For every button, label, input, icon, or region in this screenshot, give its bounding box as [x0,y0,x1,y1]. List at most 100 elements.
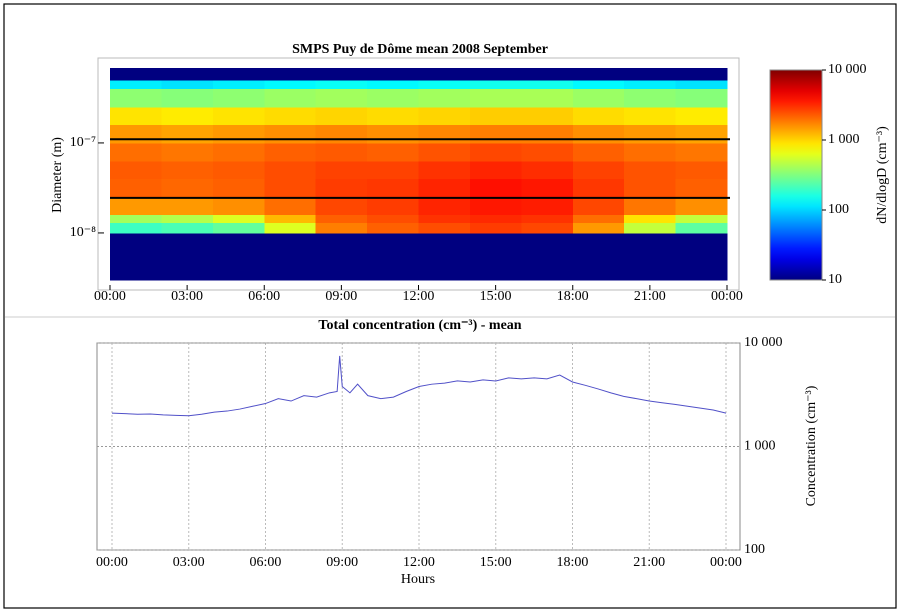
heat-cell [212,124,265,144]
heat-cell [572,214,625,224]
heat-cell [161,222,214,234]
heat-cell [469,80,522,90]
heat-cell [161,68,214,81]
heat-cell [418,160,471,180]
heat-cell [367,68,419,81]
heat-cell [675,80,728,90]
heat-cell [161,80,214,90]
heat-cell [624,142,677,162]
heat-cell [212,232,265,281]
x-tick-label: 00:00 [96,555,128,570]
heat-cell [521,178,574,198]
heat-cell [521,222,574,234]
heat-cell [418,197,471,216]
x-tick-label: 03:00 [171,289,203,304]
heat-cell [315,197,368,216]
heat-cell [418,142,471,162]
heat-cell [110,178,162,198]
line-series [111,355,727,417]
heat-cell [572,88,625,108]
heat-cell [469,197,522,216]
heat-cell [212,197,265,216]
x-tick-label: 15:00 [480,555,512,570]
heat-cell [110,197,162,216]
heat-cell [110,160,162,180]
heat-cell [161,160,214,180]
heat-cell [264,80,317,90]
heat-cell [521,124,574,144]
heat-cell [264,178,317,198]
x-tick-label: 00:00 [94,289,126,304]
heat-cell [418,222,471,234]
heat-cell [264,232,317,281]
heat-cell [572,68,625,81]
heat-cell [675,88,728,108]
heat-cell [675,214,728,224]
heat-cell [161,197,214,216]
colorbar-tick-label: 10 000 [828,62,867,77]
heat-cell [675,124,728,144]
heat-cell [161,178,214,198]
x-tick-label: 12:00 [403,289,435,304]
x-tick-label: 06:00 [250,555,282,570]
heat-cell [675,107,728,126]
heat-cell [624,160,677,180]
x-tick-label: 09:00 [326,555,358,570]
colorbar-label: dN/dlogD (cm⁻³) [875,126,890,224]
heat-cell [264,107,317,126]
x-tick-label: 00:00 [711,289,743,304]
x-tick-label: 21:00 [633,555,665,570]
heat-cell [624,214,677,224]
heatmap-title: SMPS Puy de Dôme mean 2008 September [292,42,548,57]
heat-cell [367,214,419,224]
heat-cell [469,160,522,180]
y-axis-label: Diameter (m) [50,137,65,213]
heat-cell [572,160,625,180]
heat-cell [572,197,625,216]
heat-cell [315,88,368,108]
heat-cell [110,214,162,224]
heat-cell [212,178,265,198]
heat-cell [469,107,522,126]
heat-cell [675,197,728,216]
heat-cell [469,88,522,108]
heat-cell [418,107,471,126]
heat-cell [675,232,728,281]
heat-cell [469,214,522,224]
heat-cell [212,107,265,126]
heat-cell [624,68,677,81]
heat-cell [469,178,522,198]
heat-cell [315,178,368,198]
x-tick-label: 18:00 [557,289,589,304]
heat-cell [315,222,368,234]
heat-cell [521,197,574,216]
heat-cell [572,80,625,90]
x-tick-label: 21:00 [634,289,666,304]
heat-cell [469,142,522,162]
heat-cell [572,142,625,162]
heat-cell [572,107,625,126]
heat-cell [469,124,522,144]
heat-cell [367,142,419,162]
heat-cell [675,68,728,81]
heat-cell [521,107,574,126]
heat-cell [675,160,728,180]
heat-cell [675,142,728,162]
x-axis-label: Hours [401,572,435,587]
heat-cell [110,88,162,108]
heat-cell [264,214,317,224]
heat-cell [212,68,265,81]
heat-cell [367,178,419,198]
heat-cell [572,232,625,281]
heat-cell [624,80,677,90]
y-tick-label: 10 000 [744,335,783,350]
heat-cell [624,88,677,108]
heat-cell [110,107,162,126]
heat-cell [675,178,728,198]
colorbar-tick-label: 100 [828,202,849,217]
y-tick-label: 100 [744,542,765,557]
heat-cell [469,232,522,281]
heat-cell [315,124,368,144]
